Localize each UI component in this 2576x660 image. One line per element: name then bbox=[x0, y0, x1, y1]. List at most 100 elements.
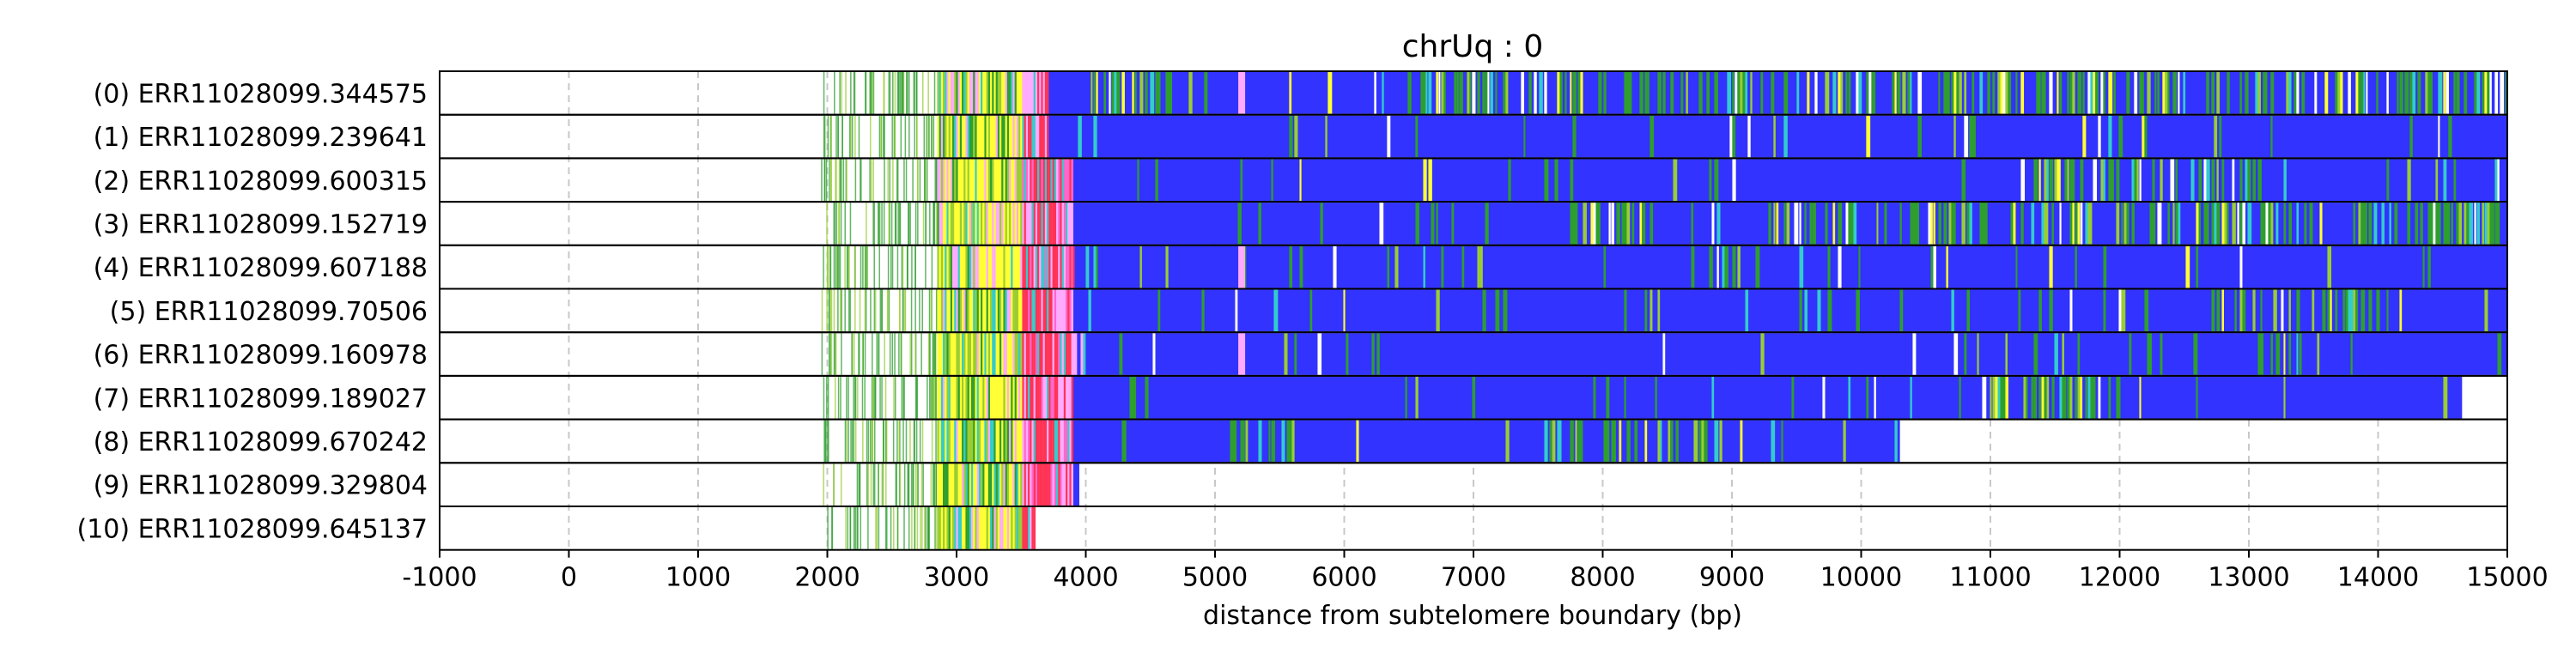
feature-band bbox=[963, 72, 966, 114]
feature-band bbox=[1415, 115, 1419, 158]
feature-band bbox=[1058, 333, 1060, 375]
feature-band bbox=[963, 420, 966, 463]
feature-tick bbox=[827, 245, 829, 288]
feature-band bbox=[2247, 203, 2252, 245]
feature-band bbox=[1048, 203, 1051, 245]
feature-tick bbox=[887, 245, 890, 288]
feature-band bbox=[1603, 72, 1607, 114]
feature-band bbox=[2317, 333, 2320, 375]
feature-band bbox=[1838, 72, 1842, 114]
feature-band bbox=[1951, 289, 1954, 332]
feature-tick bbox=[930, 376, 933, 419]
feature-band bbox=[1848, 203, 1851, 245]
feature-band bbox=[957, 376, 961, 419]
feature-band bbox=[2335, 72, 2340, 114]
feature-band bbox=[997, 420, 1000, 463]
read-row: (9) ERR11028099.329804 bbox=[94, 462, 2508, 507]
feature-band bbox=[971, 376, 974, 419]
feature-band bbox=[1467, 72, 1471, 114]
feature-band bbox=[1240, 420, 1243, 463]
feature-tick bbox=[930, 289, 933, 332]
feature-band bbox=[943, 507, 945, 549]
feature-tick bbox=[931, 376, 933, 419]
feature-tick bbox=[881, 376, 883, 419]
feature-band bbox=[1644, 72, 1648, 114]
feature-tick bbox=[917, 463, 919, 506]
feature-band bbox=[975, 333, 977, 375]
feature-band bbox=[982, 289, 985, 332]
feature-band bbox=[1037, 333, 1040, 375]
feature-band bbox=[957, 115, 961, 158]
feature-band bbox=[1001, 333, 1004, 375]
feature-band bbox=[2131, 203, 2135, 245]
feature-band bbox=[1281, 420, 1285, 463]
feature-band bbox=[1595, 203, 1601, 245]
feature-band bbox=[959, 245, 963, 288]
feature-band bbox=[946, 159, 949, 202]
feature-band bbox=[1271, 420, 1276, 463]
feature-band bbox=[1438, 72, 1441, 114]
feature-band bbox=[2260, 333, 2264, 375]
feature-band bbox=[1042, 420, 1046, 463]
feature-band bbox=[1006, 333, 1010, 375]
feature-band bbox=[969, 72, 972, 114]
feature-band bbox=[1006, 376, 1010, 419]
feature-band bbox=[2152, 159, 2155, 202]
feature-band bbox=[1047, 72, 1049, 114]
feature-band bbox=[1461, 245, 1465, 288]
feature-tick bbox=[840, 376, 841, 419]
feature-band bbox=[2185, 245, 2190, 288]
feature-tick bbox=[892, 420, 895, 463]
feature-band bbox=[1025, 333, 1029, 375]
feature-tick bbox=[896, 420, 898, 463]
feature-band bbox=[954, 376, 957, 419]
feature-tick bbox=[915, 376, 918, 419]
feature-band bbox=[2319, 203, 2323, 245]
feature-tick bbox=[907, 245, 908, 288]
feature-band bbox=[995, 420, 999, 463]
feature-band bbox=[2041, 72, 2045, 114]
feature-band bbox=[1003, 507, 1005, 549]
feature-band bbox=[937, 507, 939, 549]
feature-band bbox=[1961, 159, 1966, 202]
feature-band bbox=[2049, 159, 2054, 202]
feature-tick bbox=[839, 289, 841, 332]
feature-band bbox=[1121, 72, 1125, 114]
feature-band bbox=[2386, 159, 2390, 202]
feature-band bbox=[1039, 289, 1042, 332]
feature-tick bbox=[917, 203, 919, 245]
feature-band bbox=[1657, 72, 1662, 114]
feature-band bbox=[1346, 333, 1349, 375]
feature-band bbox=[969, 159, 972, 202]
feature-band bbox=[962, 159, 964, 202]
feature-tick bbox=[888, 72, 890, 114]
feature-band bbox=[1018, 507, 1021, 549]
feature-band bbox=[2211, 289, 2215, 332]
feature-tick bbox=[899, 203, 902, 245]
feature-band bbox=[1503, 289, 1508, 332]
feature-band bbox=[1289, 115, 1293, 158]
feature-band bbox=[2069, 159, 2073, 202]
feature-band bbox=[1572, 203, 1577, 245]
feature-band bbox=[2144, 115, 2148, 158]
feature-band bbox=[1649, 203, 1654, 245]
feature-tick bbox=[827, 115, 829, 158]
feature-tick bbox=[823, 376, 825, 419]
feature-band bbox=[981, 245, 983, 288]
feature-tick bbox=[894, 72, 896, 114]
feature-band bbox=[1011, 376, 1013, 419]
feature-band bbox=[1871, 72, 1876, 114]
feature-band bbox=[1054, 420, 1057, 463]
x-tick-label: 1000 bbox=[665, 563, 731, 593]
feature-band bbox=[2430, 72, 2433, 114]
feature-band bbox=[1786, 203, 1790, 245]
feature-band bbox=[995, 463, 999, 506]
feature-band bbox=[2049, 289, 2053, 332]
feature-band bbox=[1048, 245, 1051, 288]
feature-band bbox=[950, 115, 953, 158]
feature-band bbox=[1072, 333, 1078, 375]
feature-band bbox=[1103, 72, 1107, 114]
feature-band bbox=[982, 420, 985, 463]
feature-band bbox=[967, 333, 970, 375]
feature-band bbox=[1735, 72, 1738, 114]
